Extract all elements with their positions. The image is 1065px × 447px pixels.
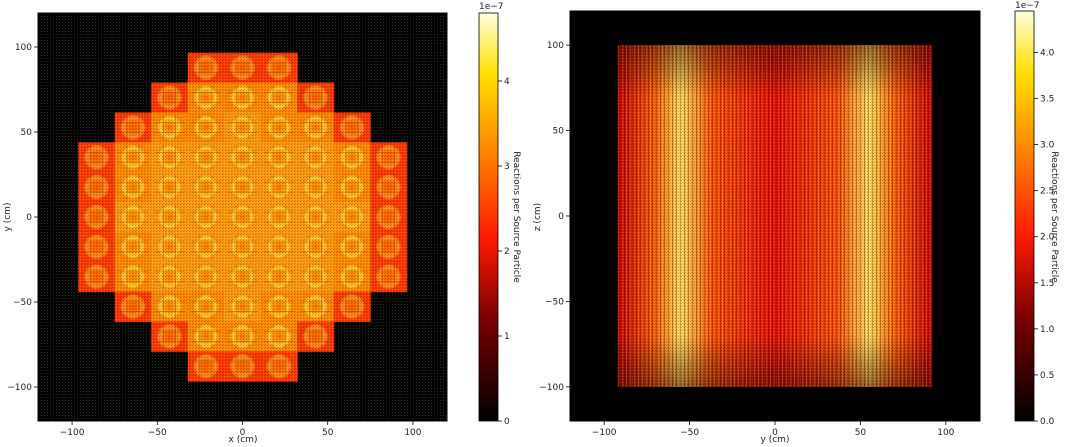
colorbar-tick-label: 3.5 — [1040, 95, 1054, 105]
x-tick-label: 100 — [404, 428, 421, 438]
y-tick-label: 50 — [21, 128, 33, 138]
colorbar-tick-label: 3 — [504, 162, 510, 172]
colorbar-tick-label: 2 — [504, 247, 510, 257]
noise-overlay — [617, 45, 933, 387]
x-tick-label: −100 — [592, 428, 617, 438]
x-tick-label: −50 — [680, 428, 699, 438]
ylabel-axial: z (cm) — [533, 203, 543, 231]
colorbar-multiplier-axial: 1e−7 — [1015, 1, 1040, 11]
colorbar-tick-label: 2.0 — [1040, 233, 1055, 243]
y-tick-label: 0 — [26, 213, 32, 223]
colorbar-label-radial: Reactions per Source Particle — [511, 151, 521, 283]
x-tick-label: −50 — [148, 428, 167, 438]
noise-overlay — [38, 13, 447, 421]
panel-radial: −100 −50 0 50 100 −100 −50 0 50 100 x (cm) y (cm… — [3, 2, 521, 445]
colorbar-tick-label: 4.0 — [1040, 48, 1055, 58]
colorbar-tick-label: 1.0 — [1040, 325, 1055, 335]
colorbar-axial — [1014, 10, 1035, 422]
colorbar-tick-label: 0 — [504, 417, 510, 427]
y-tick-label: −50 — [545, 297, 564, 307]
colorbar-radial — [478, 12, 499, 422]
x-tick-label: 100 — [937, 428, 954, 438]
colorbar-tick-label: 1.5 — [1040, 279, 1054, 289]
xlabel-radial: x (cm) — [229, 435, 258, 445]
y-tick-label: 50 — [553, 127, 565, 137]
x-tick-label: 0 — [240, 428, 246, 438]
colorbar-tick-label: 0.0 — [1040, 417, 1055, 427]
core-axial-heatmap — [617, 45, 933, 387]
y-tick-label: 0 — [558, 212, 564, 222]
x-tick-label: −100 — [60, 428, 85, 438]
y-tick-label: −50 — [13, 298, 32, 308]
x-tick-label: 50 — [855, 428, 867, 438]
y-tick-label: −100 — [7, 383, 32, 393]
colorbar-tick-label: 2.5 — [1040, 187, 1054, 197]
xlabel-axial: y (cm) — [761, 435, 790, 445]
colorbar-tick-label: 3.0 — [1040, 141, 1055, 151]
panel-axial: −100 −50 0 50 100 −100 −50 0 50 100 y (cm) z (cm… — [533, 1, 1059, 445]
colorbar-tick-label: 0.5 — [1040, 371, 1054, 381]
core-radial-heatmap — [38, 13, 447, 421]
x-tick-label: 0 — [772, 428, 778, 438]
y-tick-label: 100 — [547, 41, 564, 51]
y-tick-label: −100 — [539, 383, 564, 393]
y-tick-label: 100 — [15, 43, 32, 53]
colorbar-multiplier-radial: 1e−7 — [479, 2, 504, 12]
ylabel-radial: y (cm) — [3, 203, 13, 232]
colorbar-label-axial: Reactions per Source Particle — [1049, 151, 1059, 283]
colorbar-tick-label: 4 — [504, 77, 510, 87]
x-tick-label: 50 — [322, 428, 334, 438]
colorbar-tick-label: 1 — [504, 332, 510, 342]
